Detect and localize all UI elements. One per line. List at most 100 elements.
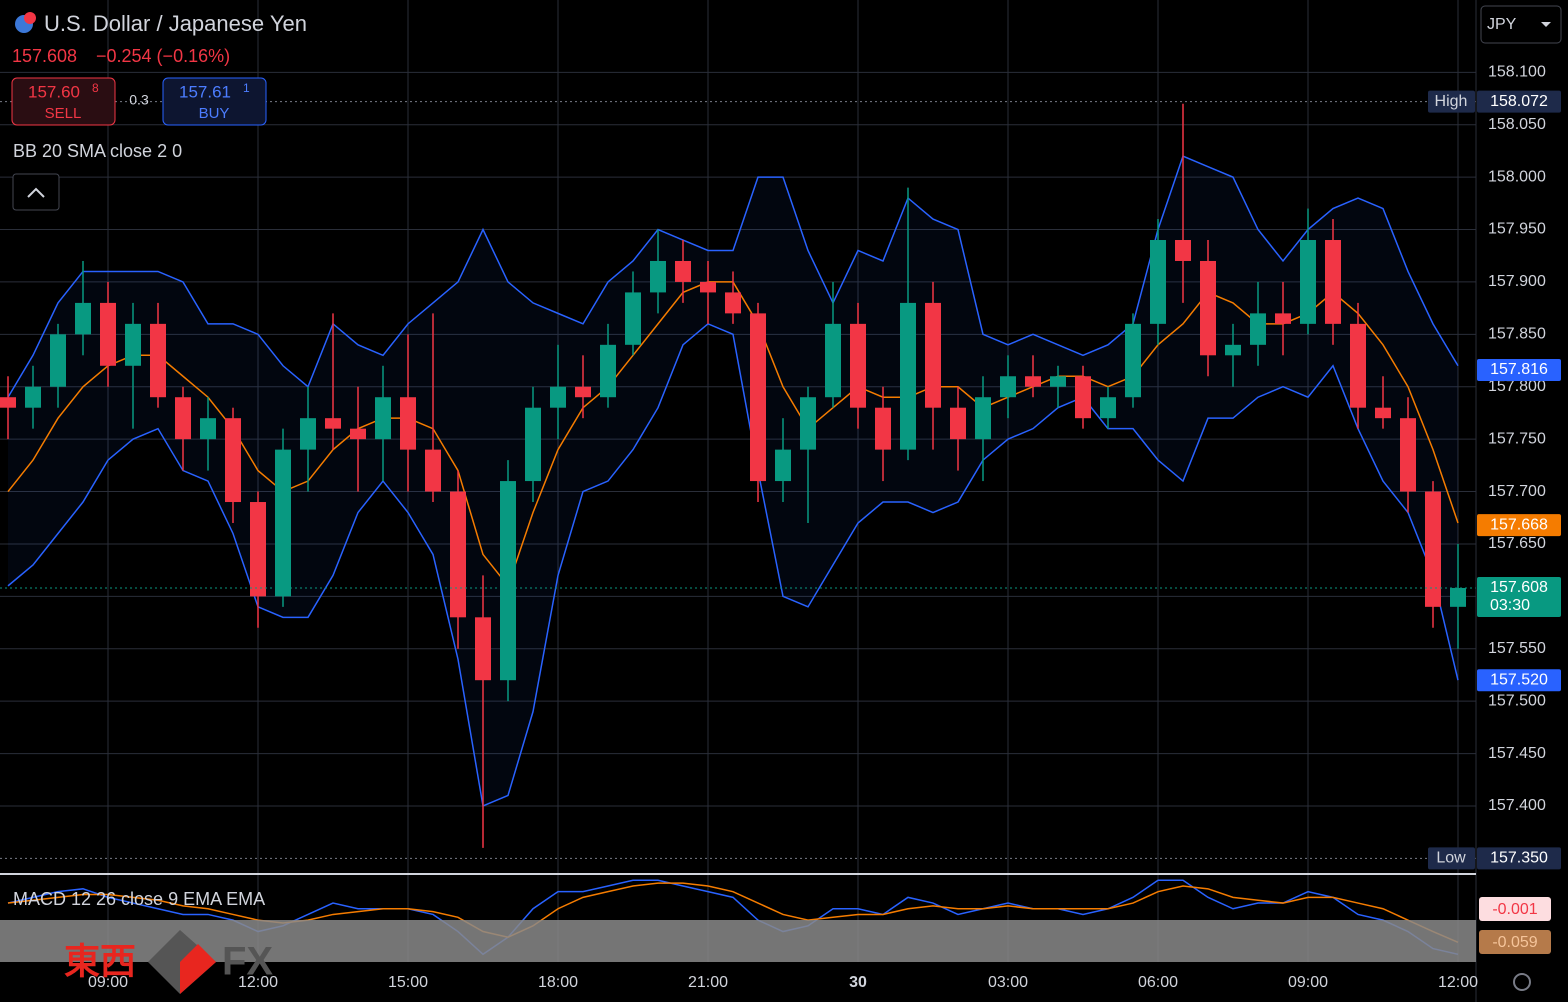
candle-body — [975, 397, 991, 440]
flag-icon — [24, 12, 36, 24]
collapse-icon — [27, 187, 45, 198]
y-tick-label: 157.450 — [1488, 745, 1546, 762]
x-tick-label: 12:00 — [1438, 974, 1478, 991]
candle-body — [275, 449, 291, 597]
price-tag-name-bg — [1428, 90, 1475, 113]
price-tag-sub: 03:30 — [1490, 597, 1530, 614]
price-tag — [1477, 576, 1561, 617]
price-tag-label: 157.608 — [1490, 579, 1548, 596]
candle-body — [125, 323, 141, 366]
candle-body — [1100, 397, 1116, 419]
candle-body — [1450, 587, 1466, 607]
price-tag-label: 157.350 — [1490, 850, 1548, 867]
y-tick-label: 157.850 — [1488, 326, 1546, 343]
y-tick-label: 158.100 — [1488, 64, 1546, 81]
indicator-label: BB 20 SMA close 2 0 — [13, 141, 182, 161]
macd-tag — [1479, 897, 1551, 921]
logo-kanji: 東西 — [64, 941, 136, 982]
candle-body — [200, 418, 216, 440]
candle-body — [475, 617, 491, 681]
spread: 0.3 — [129, 92, 149, 108]
y-tick-label: 158.000 — [1488, 168, 1546, 185]
macd-tag-label: -0.001 — [1492, 901, 1537, 918]
buy-pip: 1 — [243, 81, 250, 95]
price-tag — [1477, 90, 1561, 113]
candle-body — [1200, 260, 1216, 356]
candle-body — [800, 397, 816, 450]
candle-body — [0, 397, 16, 408]
buy-label: BUY — [199, 105, 230, 122]
collapse-button[interactable] — [12, 173, 60, 211]
price-tag-name: Low — [1436, 850, 1466, 867]
sell-button[interactable] — [11, 77, 116, 126]
candle-body — [175, 397, 191, 440]
candle-body — [1050, 376, 1066, 387]
buy-price: 157.61 — [179, 82, 231, 101]
candle-body — [1375, 407, 1391, 419]
candle-body — [450, 491, 466, 618]
sell-pip: 8 — [92, 81, 99, 95]
candle-body — [1000, 376, 1016, 398]
candle-body — [825, 323, 841, 398]
y-tick-label: 157.750 — [1488, 430, 1546, 447]
candle-body — [1225, 344, 1241, 356]
candle-body — [100, 302, 116, 366]
candle-body — [650, 260, 666, 293]
candle-body — [1125, 323, 1141, 398]
logo-band — [0, 920, 1476, 962]
candle-body — [500, 481, 516, 681]
candle-body — [675, 260, 691, 282]
buy-button[interactable] — [162, 77, 267, 126]
sell-price: 157.60 — [28, 82, 80, 101]
candle-body — [1025, 376, 1041, 387]
candle-body — [25, 386, 41, 408]
candle-body — [375, 397, 391, 440]
candle-body — [50, 334, 66, 387]
candle-body — [425, 449, 441, 492]
candle-body — [925, 302, 941, 408]
candle-body — [1175, 240, 1191, 261]
candle-body — [575, 386, 591, 398]
x-tick-label: 15:00 — [388, 974, 428, 991]
currency-select[interactable] — [1480, 5, 1562, 44]
settings-icon[interactable] — [1513, 973, 1531, 991]
price-tag — [1477, 358, 1561, 381]
macd-label: MACD 12 26 close 9 EMA EMA — [13, 889, 265, 909]
candle-body — [550, 386, 566, 408]
candle-body — [625, 292, 641, 345]
macd-tag-label: -0.059 — [1492, 934, 1537, 951]
price-tag-name-bg — [1428, 847, 1475, 870]
y-tick-label: 157.400 — [1488, 797, 1546, 814]
candle-body — [150, 323, 166, 398]
price-tag — [1477, 514, 1561, 537]
x-tick-label: 09:00 — [1288, 974, 1328, 991]
candle-body — [600, 344, 616, 398]
x-tick-label: 21:00 — [688, 974, 728, 991]
candle-body — [750, 313, 766, 482]
macd-tag — [1479, 930, 1551, 954]
candle-body — [1300, 240, 1316, 324]
x-tick-label: 09:00 — [88, 974, 128, 991]
price-tag-label: 157.668 — [1490, 516, 1548, 533]
macd-line — [7, 882, 1459, 944]
band-lower — [7, 322, 1459, 808]
price-tag-label: 157.816 — [1490, 361, 1548, 378]
price-tag — [1477, 669, 1561, 692]
candle-body — [950, 407, 966, 440]
x-tick-label: 03:00 — [988, 974, 1028, 991]
candle-body — [1400, 418, 1416, 492]
candle-body — [875, 407, 891, 450]
candle-body — [250, 502, 266, 597]
candle-body — [325, 418, 341, 429]
x-tick-label: 06:00 — [1138, 974, 1178, 991]
y-tick-label: 157.550 — [1488, 640, 1546, 657]
y-tick-label: 157.800 — [1488, 378, 1546, 395]
y-tick-label: 157.650 — [1488, 535, 1546, 552]
band-upper — [7, 155, 1459, 398]
y-tick-label: 157.500 — [1488, 692, 1546, 709]
y-tick-label: 157.950 — [1488, 221, 1546, 238]
candle-body — [850, 323, 866, 408]
